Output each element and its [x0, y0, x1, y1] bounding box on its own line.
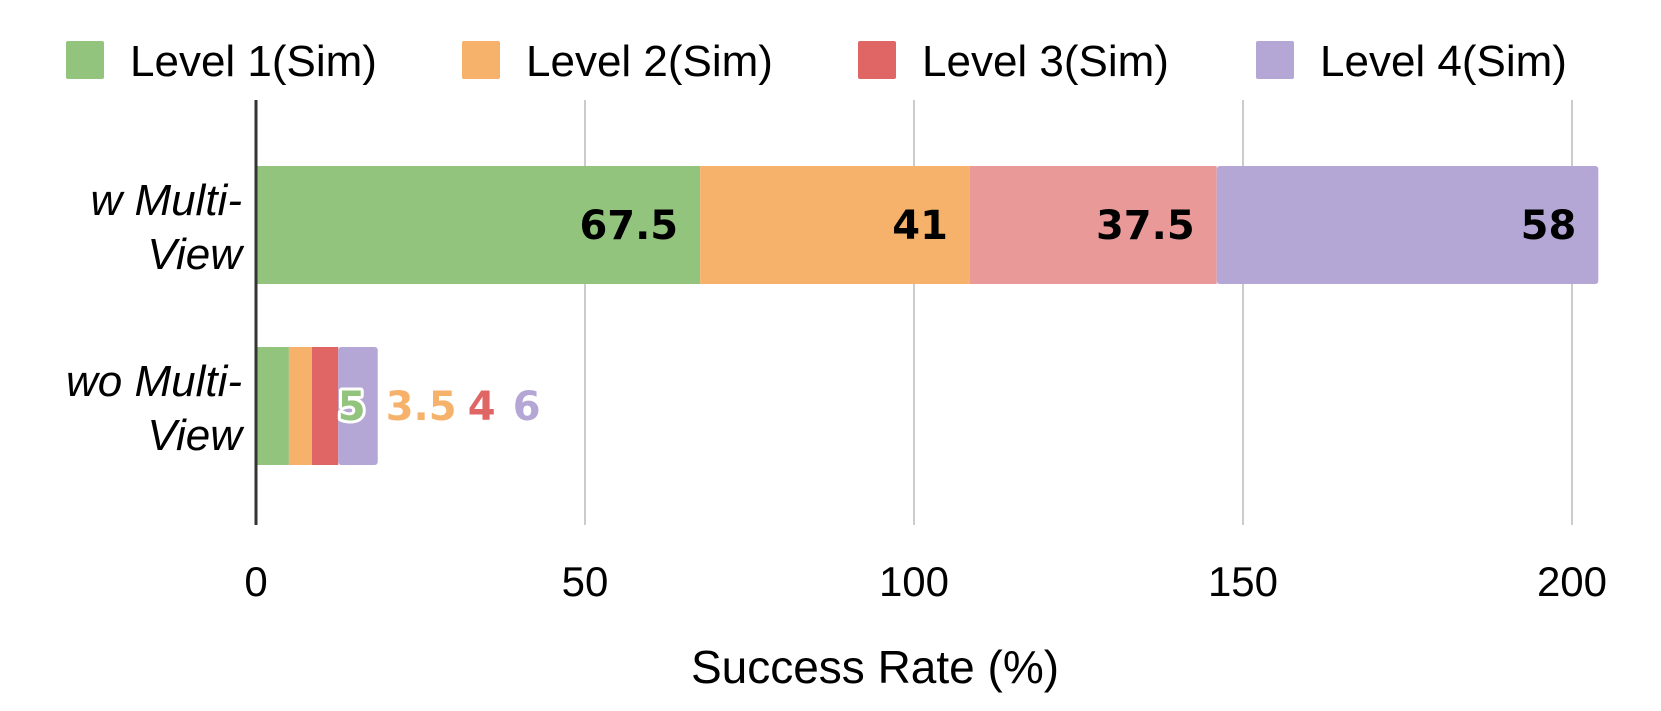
- category-label: View: [147, 411, 245, 460]
- data-label: 37.5: [1096, 203, 1195, 249]
- bar-segment: [338, 347, 378, 465]
- bar-segment: [969, 166, 1217, 284]
- legend-swatch: [66, 41, 104, 79]
- data-label: 3.5: [386, 384, 457, 430]
- x-tick-label: 50: [562, 558, 609, 605]
- x-tick-label: 0: [244, 558, 267, 605]
- x-axis-title: Success Rate (%): [691, 641, 1059, 693]
- legend-label: Level 2(Sim): [526, 37, 773, 86]
- legend: Level 1(Sim) Level 2(Sim) Level 3(Sim) Leve…: [66, 37, 1567, 86]
- legend-swatch: [858, 41, 896, 79]
- data-labels: 67.5 41 37.5 58 5 3.5 4 6: [335, 203, 1577, 433]
- data-label: 5: [338, 384, 366, 430]
- x-tick-labels: 0 50 100 150 200: [244, 558, 1607, 605]
- bars: [256, 166, 1599, 465]
- data-label: 41: [892, 203, 948, 249]
- x-tick-label: 100: [879, 558, 949, 605]
- bar-segment: [700, 166, 970, 284]
- x-tick-label: 200: [1537, 558, 1607, 605]
- category-label: w Multi-: [90, 176, 242, 225]
- data-label: 6: [513, 384, 541, 430]
- legend-label: Level 1(Sim): [130, 37, 377, 86]
- legend-swatch: [1256, 41, 1294, 79]
- data-label: 58: [1521, 203, 1577, 249]
- bar-segment: [256, 347, 289, 465]
- category-label: View: [147, 230, 245, 279]
- gridlines: [584, 100, 1573, 525]
- category-labels: w Multi- View wo Multi- View: [66, 176, 245, 460]
- bar-segment: [288, 347, 312, 465]
- legend-swatch: [462, 41, 500, 79]
- x-tick-label: 150: [1208, 558, 1278, 605]
- bar-segment: [311, 347, 339, 465]
- legend-label: Level 3(Sim): [922, 37, 1169, 86]
- bar-segment: [1216, 166, 1599, 284]
- data-label: 67.5: [579, 203, 678, 249]
- data-label: 4: [468, 384, 496, 430]
- legend-label: Level 4(Sim): [1320, 37, 1567, 86]
- category-label: wo Multi-: [66, 357, 242, 406]
- bar-segment: [256, 166, 701, 284]
